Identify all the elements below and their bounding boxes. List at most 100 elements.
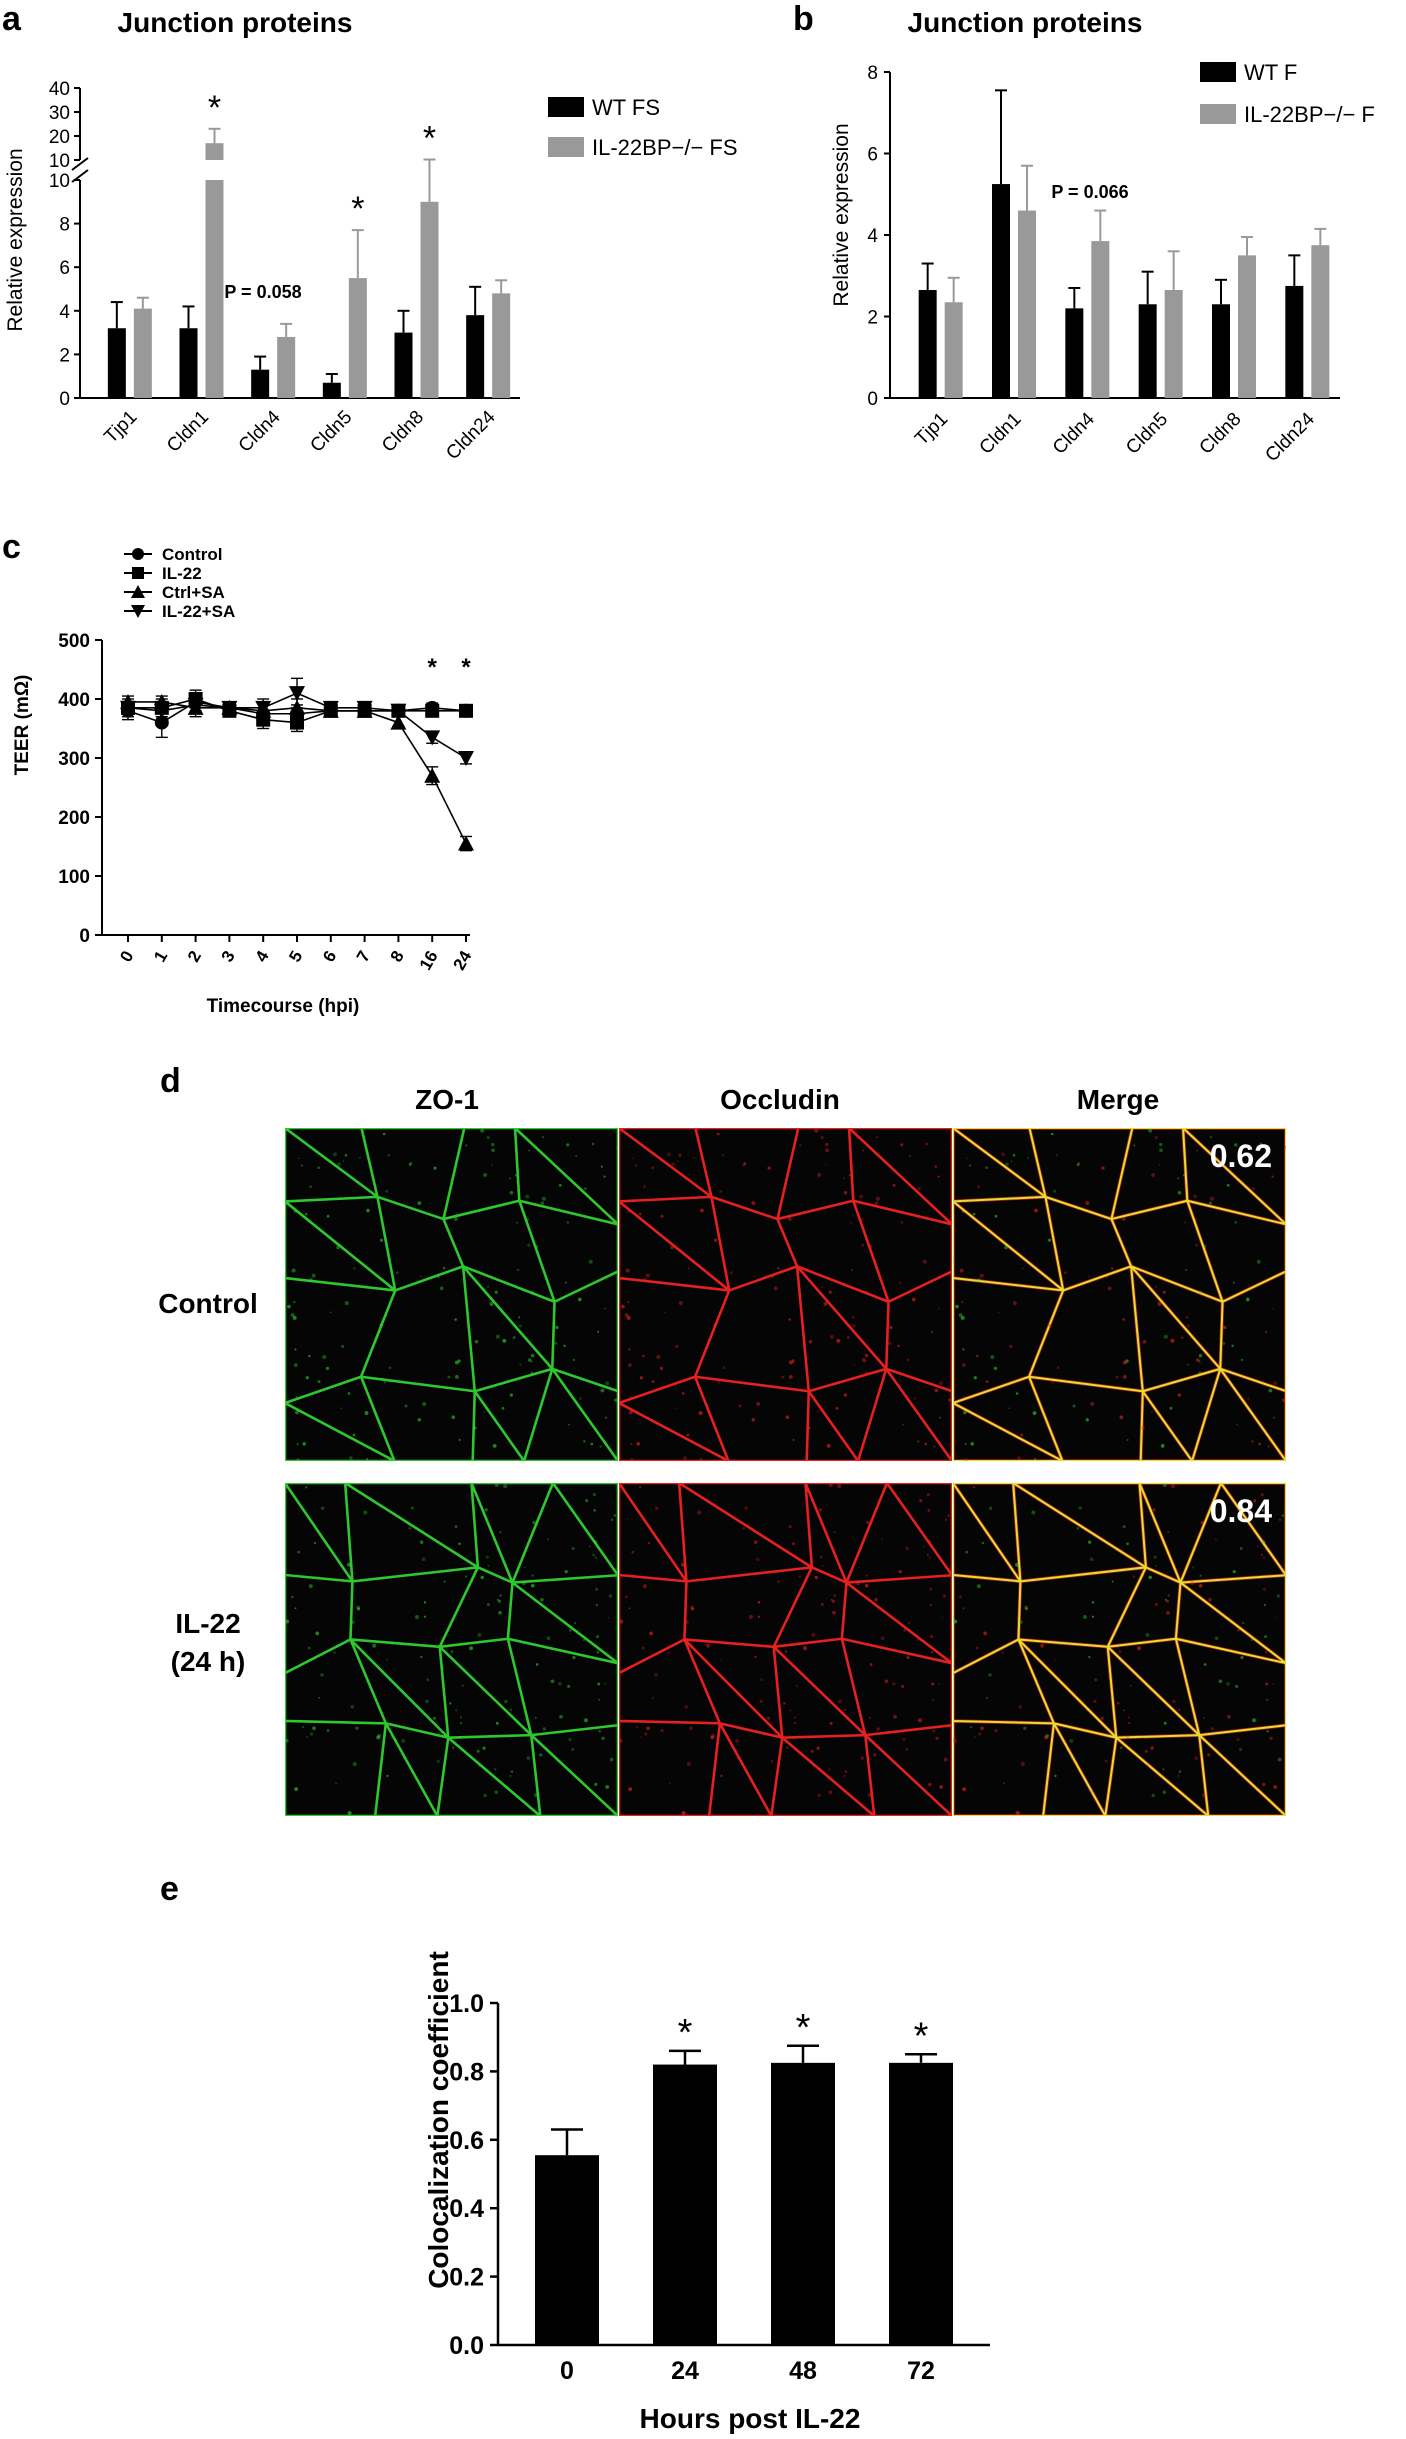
speckle xyxy=(1155,1564,1158,1567)
speckle xyxy=(631,1157,634,1160)
c-legend-marker xyxy=(131,585,145,598)
speckle xyxy=(285,1619,290,1624)
panel-d-micrographs: ZO-1 Occludin Merge Control IL-22 (24 h)… xyxy=(0,1060,1406,1850)
speckle xyxy=(1199,1574,1202,1577)
speckle xyxy=(1063,1271,1067,1275)
legend-b-swatch-1 xyxy=(1200,62,1236,82)
speckle xyxy=(902,1423,904,1426)
speckle xyxy=(1200,1520,1204,1525)
speckle xyxy=(564,1570,568,1574)
speckle xyxy=(426,1678,430,1682)
speckle xyxy=(853,1363,856,1366)
a-ytick-label: 0 xyxy=(59,389,70,410)
speckle xyxy=(791,1359,795,1363)
speckle xyxy=(1196,1149,1199,1152)
b-bar-Tjp1-1 xyxy=(944,302,963,398)
speckle xyxy=(821,1564,824,1567)
speckle xyxy=(1239,1547,1243,1550)
speckle xyxy=(1076,1527,1079,1530)
speckle xyxy=(630,1443,633,1446)
speckle xyxy=(720,1658,723,1661)
speckle xyxy=(829,1334,834,1339)
c-point-IL-22+SA xyxy=(255,700,272,716)
c-point-IL-22+SA xyxy=(221,700,238,716)
speckle xyxy=(1094,1678,1098,1682)
speckle xyxy=(928,1556,932,1559)
speckle xyxy=(502,1338,507,1343)
a-xtick-label: Cldn24 xyxy=(442,406,500,464)
speckle xyxy=(964,1458,968,1461)
speckle xyxy=(757,1601,761,1604)
speckle xyxy=(754,1655,757,1659)
speckle xyxy=(976,1584,981,1589)
e-bar-72 xyxy=(889,2062,953,2345)
speckle xyxy=(900,1143,904,1147)
speckle xyxy=(333,1651,336,1655)
speckle xyxy=(312,1726,316,1731)
row-label-il22-line1: IL-22 xyxy=(175,1608,241,1639)
chart-c-ylabel: TEER (mΩ) xyxy=(12,675,33,776)
speckle xyxy=(1251,1718,1257,1723)
speckle xyxy=(1251,1440,1254,1443)
speckle xyxy=(509,1775,512,1777)
speckle xyxy=(860,1218,864,1221)
speckle xyxy=(631,1550,635,1554)
speckle xyxy=(892,1682,896,1686)
speckle xyxy=(569,1629,572,1632)
a-axis-break xyxy=(71,157,89,183)
speckle xyxy=(517,1268,520,1272)
b-bar-Cldn24-1 xyxy=(1311,245,1330,398)
a-significance-star: * xyxy=(423,120,436,158)
speckle xyxy=(876,1727,880,1731)
speckle xyxy=(961,1363,966,1368)
speckle xyxy=(749,1615,753,1619)
speckle xyxy=(1203,1663,1207,1666)
speckle xyxy=(582,1639,585,1641)
speckle xyxy=(536,1128,540,1130)
speckle xyxy=(1142,1340,1147,1344)
speckle xyxy=(647,1541,651,1545)
c-legend-marker xyxy=(132,567,144,579)
speckle xyxy=(781,1375,785,1379)
speckle xyxy=(742,1527,745,1530)
speckle xyxy=(1146,1764,1149,1767)
speckle xyxy=(593,1540,598,1544)
speckle xyxy=(458,1542,461,1546)
chart-a-annotation: P = 0.058 xyxy=(224,282,301,302)
speckle xyxy=(965,1157,968,1160)
speckle xyxy=(681,1810,686,1816)
speckle xyxy=(336,1245,340,1250)
c-ytick-label: 200 xyxy=(58,808,90,829)
a-bar-Cldn5-1 xyxy=(348,278,367,398)
speckle xyxy=(656,1355,661,1360)
speckle xyxy=(628,1787,633,1792)
speckle xyxy=(320,1506,325,1510)
speckle xyxy=(383,1380,387,1384)
speckle xyxy=(1204,1128,1208,1130)
speckle xyxy=(1055,1154,1058,1157)
b-xtick-label: Tjp1 xyxy=(911,409,952,450)
speckle xyxy=(1201,1793,1206,1798)
speckle xyxy=(1223,1325,1227,1330)
b-xtick-label: Cldn5 xyxy=(1122,409,1172,459)
b-bar-Cldn4-0 xyxy=(1065,308,1084,398)
speckle xyxy=(504,1699,508,1704)
speckle xyxy=(1162,1790,1167,1794)
speckle xyxy=(1162,1290,1166,1294)
speckle xyxy=(905,1747,909,1752)
speckle xyxy=(597,1682,601,1686)
micrograph-il22-merge: 0.84 xyxy=(953,1483,1286,1816)
speckle xyxy=(459,1716,462,1719)
speckle xyxy=(865,1574,868,1577)
speckle xyxy=(985,1380,989,1384)
speckle xyxy=(442,1666,444,1669)
speckle xyxy=(627,1300,630,1304)
c-point-IL-22 xyxy=(459,703,473,718)
speckle xyxy=(1208,1201,1213,1205)
speckle xyxy=(1272,1307,1274,1310)
speckle xyxy=(302,1442,306,1446)
speckle xyxy=(993,1366,998,1371)
speckle xyxy=(471,1579,474,1582)
c-xtick-label: 6 xyxy=(319,948,340,966)
speckle xyxy=(1163,1334,1168,1339)
